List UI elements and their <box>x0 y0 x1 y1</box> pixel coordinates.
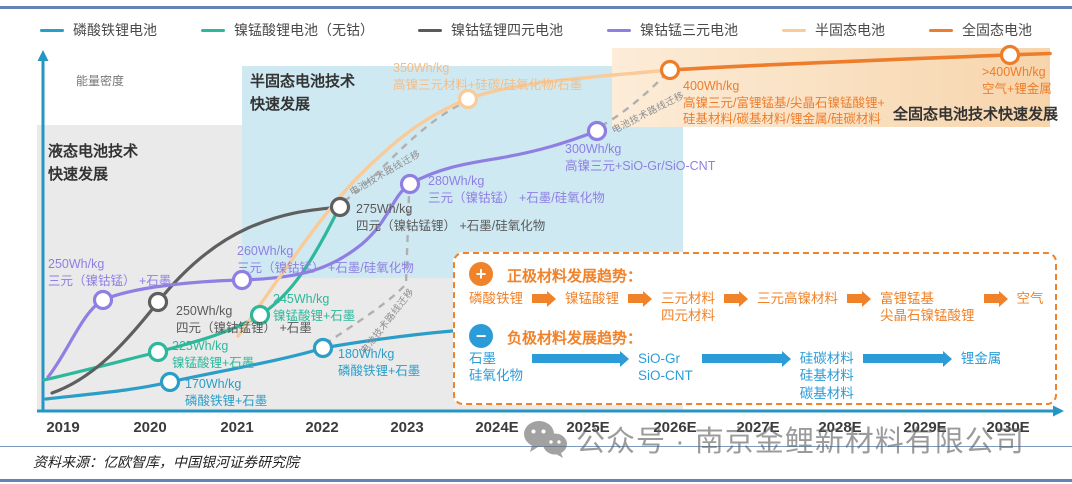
legend-item-ncm: 镍钴锰三元电池 <box>607 20 738 40</box>
watermark-text: 公众号 · 南京金鲤新材料有限公司 <box>576 426 1025 458</box>
legend-swatch-solid-icon <box>929 28 953 32</box>
x-axis-arrow-icon <box>1053 405 1064 417</box>
tick-2026e: 2026E <box>653 419 697 436</box>
arrow-right-icon <box>724 290 748 307</box>
arrow-right-icon <box>532 290 556 307</box>
cathode-trend-flow: 磷酸铁锂 镍锰酸锂 三元材料 四元材料 三元高镍材料 富锂锰基 尖晶石镍锰酸锂 空气 <box>469 290 1044 325</box>
tick-2020: 2020 <box>133 419 167 436</box>
legend-swatch-quaternary-icon <box>418 28 442 32</box>
label-ncm-250: 250Wh/kg 三元（镍钴锰） +石墨 <box>48 257 172 288</box>
cathode-step: 磷酸铁锂 <box>469 291 523 306</box>
label-lnmo-225: 225Wh/kg 镍锰酸锂+石墨 <box>172 339 255 370</box>
bottom-divider <box>0 479 1072 482</box>
legend-swatch-semisolid-icon <box>782 28 806 32</box>
label-ncm-300: 300Wh/kg 高镍三元+SiO-Gr/SiO-CNT <box>565 142 716 173</box>
legend-label: 半固态电池 <box>815 22 885 38</box>
anode-step: 锂金属 <box>960 351 1002 366</box>
tick-2021: 2021 <box>220 419 254 436</box>
material-trends-panel: + 正极材料发展趋势： 磷酸铁锂 镍锰酸锂 三元材料 四元材料 三元高镍材料 富锂… <box>453 252 1057 405</box>
anode-step: 石墨 硅氧化物 <box>469 351 523 384</box>
label-quaternary-250: 250Wh/kg 四元（镍钴锰锂） +石墨 <box>176 304 312 335</box>
source-note: 资料来源：亿欧智库，中国银河证券研究院 <box>33 456 299 471</box>
plus-icon: + <box>469 262 493 286</box>
top-divider <box>0 6 1072 9</box>
legend-label: 全固态电池 <box>962 22 1032 38</box>
legend-item-quaternary: 镍钴锰锂四元电池 <box>418 20 563 40</box>
cathode-step: 富锂锰基 尖晶石镍锰酸锂 <box>880 291 975 324</box>
arrow-right-icon <box>701 350 791 367</box>
legend-item-lfp: 磷酸铁锂电池 <box>40 20 157 40</box>
arrow-right-icon <box>532 350 629 367</box>
legend-label: 镍钴锰三元电池 <box>640 22 738 38</box>
chart-legend: 磷酸铁锂电池 镍锰酸锂电池（无钴） 镍钴锰锂四元电池 镍钴锰三元电池 半固态电池… <box>0 20 1072 40</box>
anode-trend-flow: 石墨 硅氧化物 SiO-Gr SiO-CNT 硅碳材料 硅基材料 碳基材料 锂金属 <box>469 350 1001 402</box>
legend-label: 镍钴锰锂四元电池 <box>451 22 563 38</box>
cathode-trend-title: 正极材料发展趋势： <box>507 268 643 285</box>
tick-2029e: 2029E <box>903 419 947 436</box>
tick-2023: 2023 <box>390 419 424 436</box>
tick-2019: 2019 <box>46 419 80 436</box>
tick-2022: 2022 <box>305 419 339 436</box>
tick-2027e: 2027E <box>736 419 780 436</box>
legend-swatch-lnmo-icon <box>201 28 225 32</box>
legend-swatch-lfp-icon <box>40 28 64 32</box>
label-lfp-170: 170Wh/kg 磷酸铁锂+石墨 <box>185 377 268 408</box>
y-axis-arrow-icon <box>37 50 49 61</box>
anode-trend-header: − 负极材料发展趋势： <box>469 324 642 348</box>
label-ncm-280: 280Wh/kg 三元（镍钴锰） +石墨/硅氧化物 <box>428 174 605 205</box>
arrow-right-icon <box>847 290 871 307</box>
anode-step: SiO-Gr SiO-CNT <box>638 351 693 384</box>
label-ncm-260: 260Wh/kg 三元（镍钴锰） +石墨/硅氧化物 <box>237 244 414 275</box>
region-title-solid: 全固态电池技术快速发展 <box>893 106 1059 123</box>
label-solid-400plus: >400Wh/kg 空气+锂金属 <box>982 65 1052 96</box>
label-lfp-180: 180Wh/kg 磷酸铁锂+石墨 <box>338 347 421 378</box>
tick-2025e: 2025E <box>566 419 610 436</box>
tick-2030e: 2030E <box>986 419 1030 436</box>
anode-step: 硅碳材料 硅基材料 碳基材料 <box>799 351 854 401</box>
label-semisolid-350: 350Wh/kg 高镍三元材料+硅碳/硅氧化物/石墨 <box>393 61 583 92</box>
legend-item-semisolid: 半固态电池 <box>782 20 885 40</box>
legend-swatch-ncm-icon <box>607 28 631 32</box>
y-axis-label: 能量密度 <box>76 74 125 88</box>
cathode-step: 三元材料 四元材料 <box>661 291 715 324</box>
legend-label: 镍锰酸锂电池（无钴） <box>234 22 374 38</box>
minus-icon: − <box>469 324 493 348</box>
tick-2028e: 2028E <box>818 419 862 436</box>
watermark: 公众号 · 南京金鲤新材料有限公司 <box>522 418 1025 460</box>
legend-item-solid: 全固态电池 <box>929 20 1032 40</box>
legend-label: 磷酸铁锂电池 <box>73 22 157 38</box>
cathode-step: 空气 <box>1016 291 1044 306</box>
cathode-step: 镍锰酸锂 <box>565 291 619 306</box>
arrow-right-icon <box>628 290 652 307</box>
arrow-right-icon <box>983 290 1008 307</box>
cathode-step: 三元高镍材料 <box>757 291 838 306</box>
region-title-liquid: 液态电池技术 快速发展 <box>48 143 139 184</box>
region-title-semisolid: 半固态电池技术 快速发展 <box>250 73 356 114</box>
anode-trend-title: 负极材料发展趋势： <box>507 330 643 347</box>
label-solid-400: 400Wh/kg 高镍三元/富锂锰基/尖晶石镍锰酸锂+ 硅基材料/碳基材料/锂金属… <box>683 79 885 126</box>
legend-item-lnmo: 镍锰酸锂电池（无钴） <box>201 20 374 40</box>
wechat-icon <box>524 421 567 458</box>
arrow-right-icon <box>862 350 952 367</box>
cathode-trend-header: + 正极材料发展趋势： <box>469 262 642 286</box>
tick-2024e: 2024E <box>475 419 519 436</box>
